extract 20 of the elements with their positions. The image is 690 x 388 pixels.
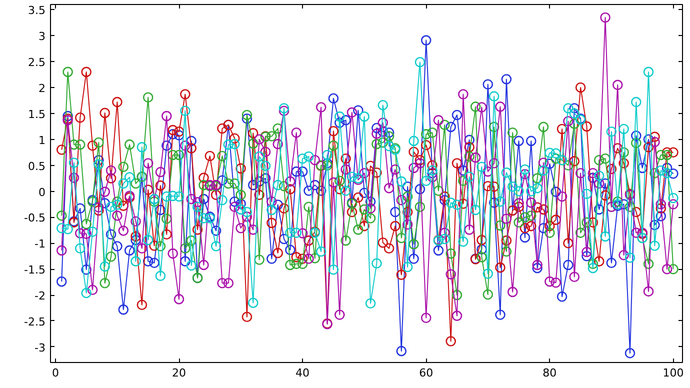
y-tick-label: 1.5 [28, 108, 46, 121]
x-tick-label: 100 [662, 366, 684, 380]
y-tick-label: -3 [34, 341, 46, 354]
y-tick-label: 3.5 [28, 4, 46, 18]
y-tick-label: 2.5 [28, 56, 46, 70]
y-tick-label: 2 [38, 82, 46, 96]
y-tick-label: 1 [38, 134, 46, 147]
y-tick-label: -1 [34, 238, 46, 251]
x-tick-label: 0 [52, 366, 59, 380]
y-tick-label: 0.5 [28, 160, 46, 173]
x-tick-label: 80 [542, 366, 557, 380]
x-tick-label: 60 [419, 366, 434, 380]
y-tick-label: -2 [34, 290, 46, 303]
x-tick-label: 40 [296, 366, 310, 380]
y-tick-label: -2.5 [24, 315, 46, 328]
y-tick-label: -1.5 [24, 264, 46, 277]
y-tick-label: 0 [38, 186, 46, 199]
y-tick-label: 3 [38, 30, 46, 44]
x-tick-label: 20 [172, 366, 186, 380]
y-tick-label: -0.5 [24, 212, 46, 225]
